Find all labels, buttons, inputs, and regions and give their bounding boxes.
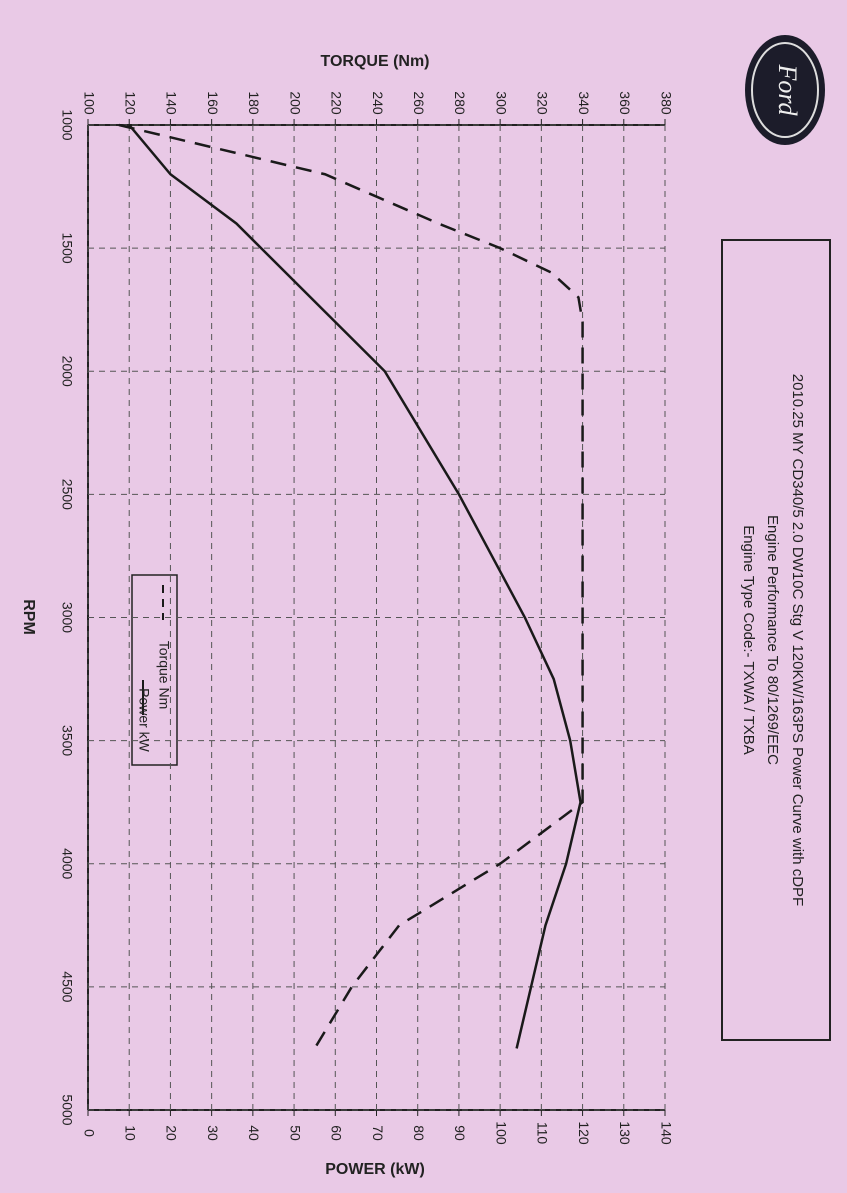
series-line [118,123,584,1050]
x-tick-label: 4500 [59,971,75,1002]
y2-tick-label: 40 [246,1125,262,1141]
x-tick-label: 1000 [59,109,75,140]
y-tick-label: 360 [617,91,633,115]
y-tick-label: 180 [246,91,262,115]
y2-tick-label: 140 [658,1121,674,1145]
y-tick-label: 100 [81,91,97,115]
y2-tick-label: 100 [493,1121,509,1145]
y-axis-label: TORQUE (Nm) [320,53,429,70]
y2-tick-label: 30 [205,1125,221,1141]
chart-subtitle: Engine Performance To 80/1269/EEC [764,515,781,765]
y2-tick-label: 50 [287,1125,303,1141]
y-tick-label: 260 [411,91,427,115]
x-tick-label: 2000 [59,356,75,387]
y2-tick-label: 20 [164,1125,180,1141]
y2-tick-label: 130 [617,1121,633,1145]
logo-ring [751,42,819,138]
legend-box [131,574,178,766]
y-tick-label: 380 [658,91,674,115]
y-tick-label: 320 [535,91,551,115]
x-tick-label: 5000 [59,1094,75,1125]
y-tick-label: 280 [452,91,468,115]
y-tick-label: 340 [576,91,592,115]
y2-tick-label: 10 [123,1125,139,1141]
y2-tick-label: 0 [81,1129,97,1137]
y-tick-label: 300 [493,91,509,115]
legend-label: Torque Nm [156,641,172,709]
y-tick-label: 240 [370,91,386,115]
series-line [128,124,582,1049]
y-tick-label: 220 [329,91,345,115]
y-tick-label: 200 [287,91,303,115]
title-box [721,239,831,1041]
legend [131,574,178,766]
x-tick-label: 1500 [59,233,75,264]
y2-tick-label: 80 [411,1125,427,1141]
y2-tick-label: 120 [576,1121,592,1145]
x-tick-label: 3000 [59,602,75,633]
y-tick-label: 160 [205,91,221,115]
chart-title: 2010.25 MY CD340/5 2.0 DW10C Stg V 120KW… [789,374,806,906]
chart-subtitle: Engine Type Code:- TXWA / TXBA [740,525,757,755]
y2-axis-label: POWER (kW) [325,1161,425,1178]
x-axis-label: RPM [20,599,37,635]
y-tick-label: 120 [123,91,139,115]
y2-tick-label: 90 [452,1125,468,1141]
y-tick-label: 140 [164,91,180,115]
y2-tick-label: 110 [535,1122,551,1145]
y2-tick-label: 70 [370,1125,386,1141]
logo-badge [745,35,825,145]
x-tick-label: 3500 [59,725,75,756]
x-tick-label: 2500 [59,479,75,510]
y2-tick-label: 60 [329,1125,345,1141]
legend-label: Power kW [136,688,152,753]
logo-text: Ford [773,63,802,116]
x-tick-label: 4000 [59,848,75,879]
